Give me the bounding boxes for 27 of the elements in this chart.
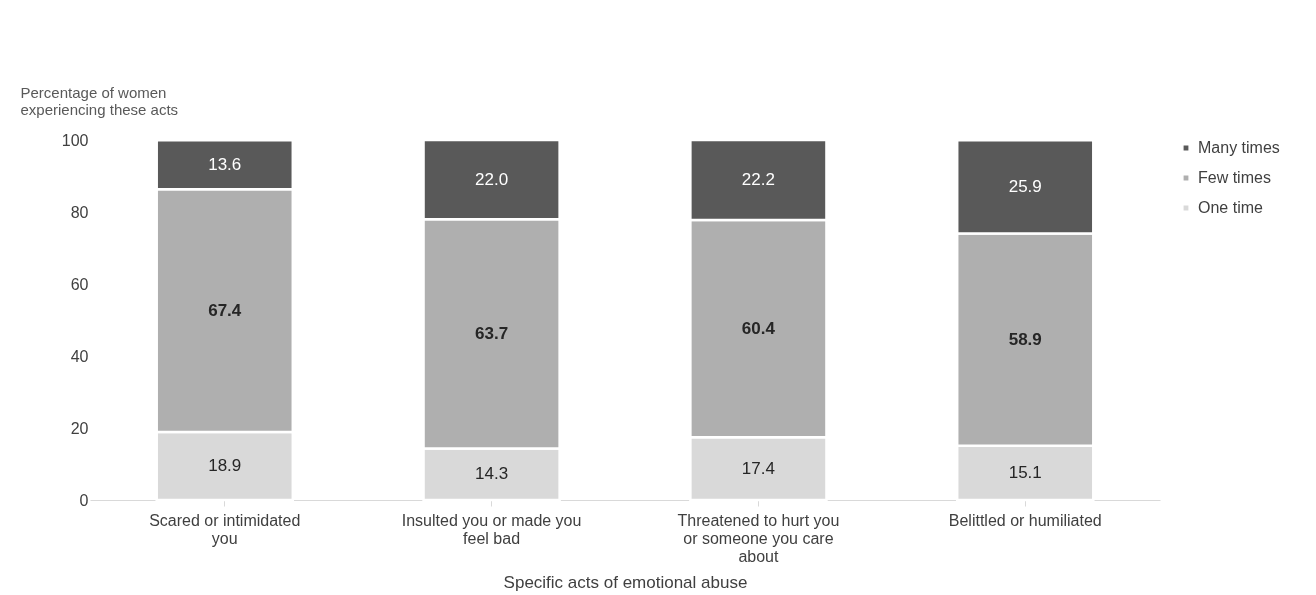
y-tick-label: 0	[79, 491, 89, 509]
y-tick-label: 20	[70, 419, 89, 437]
data-label: 14.3	[475, 464, 509, 484]
data-label: 67.4	[208, 300, 242, 320]
x-axis-title: Specific acts of emotional abuse	[503, 572, 748, 592]
x-tick-label: Insulted you or made you feel bad	[401, 511, 582, 547]
y-tick-label: 100	[61, 131, 89, 149]
y-tick-label: 60	[70, 275, 89, 293]
data-label: 13.6	[208, 154, 242, 174]
x-tick-label: Threatened to hurt you or someone you care about	[677, 511, 840, 565]
legend-label: Many times	[1198, 139, 1280, 156]
data-label: 18.9	[208, 455, 242, 475]
legend-label: One time	[1198, 199, 1264, 216]
data-label: 25.9	[1008, 176, 1042, 196]
x-tick-label: Scared or intimidated you	[149, 511, 301, 547]
y-axis-title: Percentage of women experiencing these acts	[20, 83, 179, 118]
y-tick-label: 40	[70, 347, 89, 365]
x-tick-label: Belittled or humiliated	[948, 511, 1102, 529]
data-label: 22.2	[741, 169, 775, 189]
legend-label: Few times	[1198, 169, 1271, 186]
data-label: 58.9	[1008, 329, 1042, 349]
data-label: 60.4	[741, 318, 776, 338]
data-label: 22.0	[475, 169, 509, 189]
data-label: 63.7	[475, 323, 509, 343]
data-label: 17.4	[741, 458, 775, 478]
y-tick-label: 80	[70, 203, 89, 221]
data-label: 15.1	[1008, 462, 1042, 482]
